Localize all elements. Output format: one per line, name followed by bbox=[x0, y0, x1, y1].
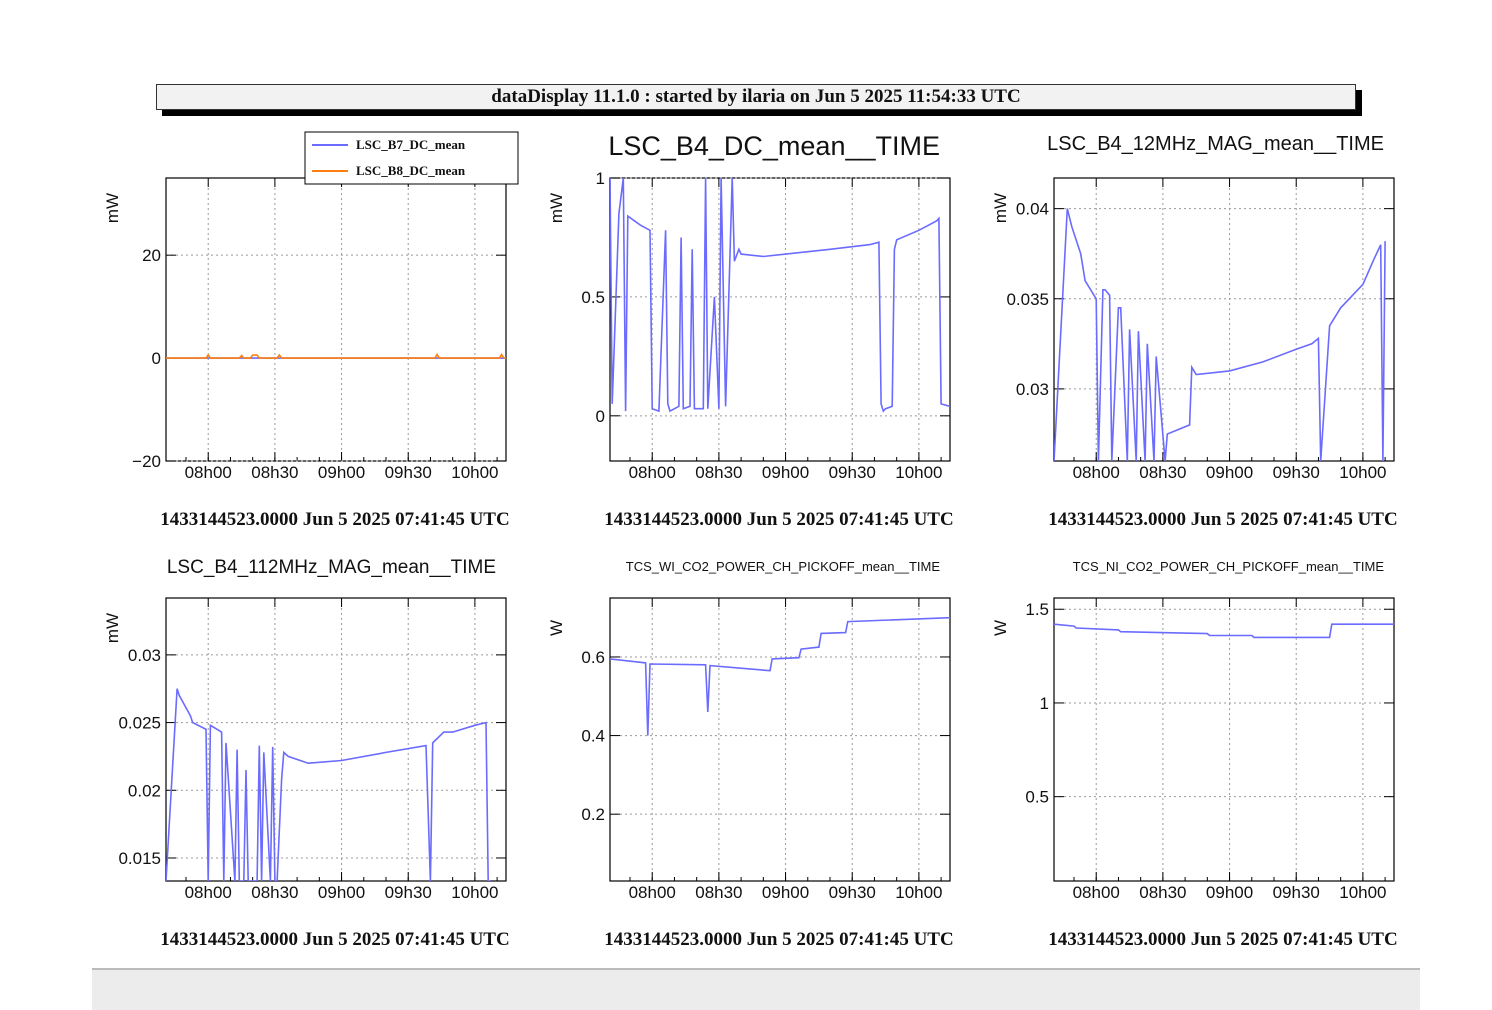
x-tick-label: 09h30 bbox=[385, 883, 432, 902]
y-tick-label: 0.5 bbox=[1025, 788, 1049, 807]
y-tick-label: 0.02 bbox=[128, 781, 161, 800]
plot-frame bbox=[165, 177, 507, 462]
x-tick-label: 09h30 bbox=[1273, 463, 1320, 482]
y-tick-label: 0.035 bbox=[1006, 290, 1049, 309]
chart-title: TCS_WI_CO2_POWER_CH_PICKOFF_mean__TIME bbox=[626, 559, 941, 574]
time-footer: 1433144523.0000 Jun 5 2025 07:41:45 UTC bbox=[160, 509, 509, 530]
y-tick-label: 1 bbox=[1040, 694, 1049, 713]
series-line-2 bbox=[166, 352, 506, 359]
y-axis-label: mW bbox=[991, 193, 1010, 223]
chart-panel-3: 08h00 08h30 09h00 09h30 10h00 0.03 0.035 0.04 mW… bbox=[991, 133, 1398, 530]
plot-frame bbox=[1053, 597, 1395, 882]
plot-frame bbox=[1053, 177, 1395, 462]
legend-label: LSC_B7_DC_mean bbox=[356, 137, 466, 152]
y-tick-label: 0 bbox=[152, 349, 161, 368]
y-axis-label: mW bbox=[103, 613, 122, 643]
legend-box bbox=[304, 131, 519, 185]
series-line-1 bbox=[610, 616, 950, 736]
y-tick-label: −20 bbox=[132, 452, 161, 471]
chart-panel-6: 08h00 08h30 09h00 09h30 10h00 0.5 1 1.5 W TCS_NI_… bbox=[991, 559, 1398, 950]
x-tick-label: 08h30 bbox=[251, 883, 298, 902]
x-tick-label: 08h30 bbox=[251, 463, 298, 482]
x-tick-label: 09h30 bbox=[829, 463, 876, 482]
y-tick-label: 1.5 bbox=[1025, 600, 1049, 619]
time-footer: 1433144523.0000 Jun 5 2025 07:41:45 UTC bbox=[1048, 929, 1397, 950]
chart-title: LSC_B4_112MHz_MAG_mean__TIME bbox=[167, 557, 496, 578]
chart-panel-5: 08h00 08h30 09h00 09h30 10h00 0.2 0.4 0.6 W TCS_W… bbox=[547, 559, 954, 950]
y-tick-label: 0.03 bbox=[1016, 380, 1049, 399]
x-tick-label: 10h00 bbox=[895, 883, 942, 902]
series-line-1 bbox=[1054, 623, 1394, 639]
x-tick-label: 08h30 bbox=[695, 883, 742, 902]
y-tick-label: 1 bbox=[596, 169, 605, 188]
chart-panel-1: 08h00 08h30 09h00 09h30 10h00 −20 0 20 mW 1433144… bbox=[103, 131, 519, 530]
time-footer: 1433144523.0000 Jun 5 2025 07:41:45 UTC bbox=[604, 509, 953, 530]
x-tick-label: 10h00 bbox=[451, 883, 498, 902]
x-tick-label: 09h00 bbox=[1206, 883, 1253, 902]
plot-frame bbox=[165, 597, 507, 882]
x-tick-label: 08h30 bbox=[1139, 463, 1186, 482]
time-footer: 1433144523.0000 Jun 5 2025 07:41:45 UTC bbox=[160, 929, 509, 950]
x-tick-label: 09h00 bbox=[318, 463, 365, 482]
y-tick-label: 0.03 bbox=[128, 646, 161, 665]
y-tick-label: 20 bbox=[142, 246, 161, 265]
x-tick-label: 09h00 bbox=[318, 883, 365, 902]
x-tick-label: 10h00 bbox=[895, 463, 942, 482]
series-line-1 bbox=[1054, 208, 1386, 461]
y-tick-label: 0.6 bbox=[581, 648, 605, 667]
y-axis-label: mW bbox=[103, 193, 122, 223]
x-tick-label: 09h30 bbox=[829, 883, 876, 902]
x-tick-label: 09h00 bbox=[762, 883, 809, 902]
x-tick-label: 08h00 bbox=[1073, 463, 1120, 482]
x-tick-label: 10h00 bbox=[451, 463, 498, 482]
series-line-1 bbox=[166, 688, 491, 881]
chart-panel-4: 08h00 08h30 09h00 09h30 10h00 0.015 0.02 0.025 0… bbox=[103, 557, 510, 950]
app-banner: dataDisplay 11.1.0 : started by ilaria o… bbox=[156, 84, 1356, 110]
x-tick-label: 09h00 bbox=[762, 463, 809, 482]
status-bar bbox=[92, 968, 1420, 1010]
plot-frame bbox=[609, 597, 951, 882]
y-tick-label: 0.2 bbox=[581, 805, 605, 824]
x-tick-label: 10h00 bbox=[1339, 883, 1386, 902]
y-axis-label: mW bbox=[547, 193, 566, 223]
y-tick-label: 0 bbox=[596, 407, 605, 426]
series-line-1 bbox=[610, 178, 950, 413]
x-tick-label: 08h30 bbox=[695, 463, 742, 482]
x-tick-label: 10h00 bbox=[1339, 463, 1386, 482]
x-tick-label: 08h00 bbox=[185, 463, 232, 482]
time-footer: 1433144523.0000 Jun 5 2025 07:41:45 UTC bbox=[1048, 509, 1397, 530]
y-tick-label: 0.4 bbox=[581, 727, 605, 746]
y-tick-label: 0.025 bbox=[118, 714, 161, 733]
plot-frame bbox=[609, 177, 951, 462]
x-tick-label: 08h00 bbox=[1073, 883, 1120, 902]
y-tick-label: 0.04 bbox=[1016, 200, 1049, 219]
chart-title: LSC_B4_DC_mean__TIME bbox=[608, 131, 940, 161]
x-tick-label: 08h00 bbox=[629, 883, 676, 902]
x-tick-label: 09h00 bbox=[1206, 463, 1253, 482]
time-footer: 1433144523.0000 Jun 5 2025 07:41:45 UTC bbox=[604, 929, 953, 950]
chart-title: TCS_NI_CO2_POWER_CH_PICKOFF_mean__TIME bbox=[1073, 559, 1385, 574]
y-tick-label: 0.015 bbox=[118, 849, 161, 868]
chart-panel-2: 08h00 08h30 09h00 09h30 10h00 0 0.5 1 mW LSC_B4_D… bbox=[547, 131, 954, 530]
x-tick-label: 09h30 bbox=[385, 463, 432, 482]
y-axis-label: W bbox=[991, 620, 1010, 636]
y-axis-label: W bbox=[547, 620, 566, 636]
x-tick-label: 08h00 bbox=[629, 463, 676, 482]
chart-title: LSC_B4_12MHz_MAG_mean__TIME bbox=[1047, 133, 1384, 155]
x-tick-label: 08h30 bbox=[1139, 883, 1186, 902]
y-tick-label: 0.5 bbox=[581, 288, 605, 307]
x-tick-label: 08h00 bbox=[185, 883, 232, 902]
x-tick-label: 09h30 bbox=[1273, 883, 1320, 902]
legend: LSC_B7_DC_mean LSC_B8_DC_mean bbox=[304, 131, 519, 185]
legend-label: LSC_B8_DC_mean bbox=[356, 163, 466, 178]
